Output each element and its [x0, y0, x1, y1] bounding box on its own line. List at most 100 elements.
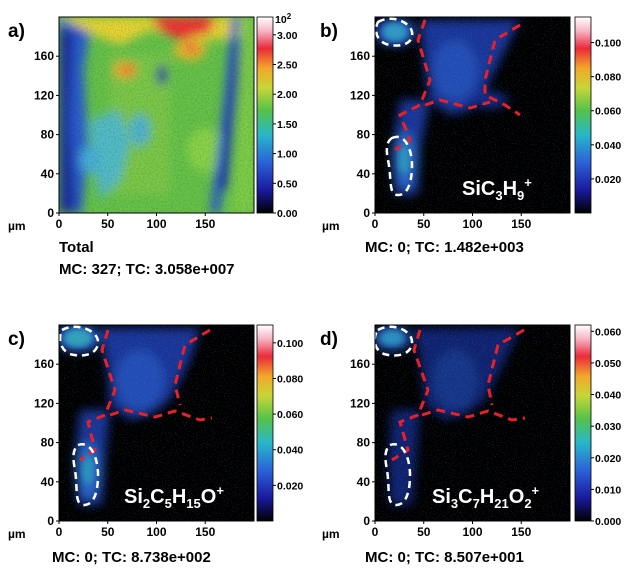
x-tick-label: 150: [195, 525, 215, 539]
formula-part: C: [458, 486, 472, 508]
x-tick-label: 50: [101, 525, 115, 539]
y-tick-label: 40: [357, 475, 371, 489]
caption-c-line-1: MC: 0; TC: 8.738e+002: [52, 549, 211, 566]
y-tick-label: 160: [350, 357, 370, 371]
colorbar-a-exponent-power: 2: [287, 12, 292, 21]
caption-a-line-2: MC: 327; TC: 3.058e+007: [59, 261, 235, 278]
panel-label-a: a): [8, 21, 25, 42]
colorbar-tick-label: 0.020: [595, 174, 621, 186]
colorbar-tick-label: 0.060: [277, 409, 303, 421]
formula-part: SiC: [462, 178, 495, 200]
colorbar-tick-label: 0.020: [595, 453, 621, 465]
axis-unit-c: µm: [8, 527, 26, 541]
y-tick-label: 160: [34, 49, 54, 63]
colorbar-a-ticks: 0.00 0.50 1.00 1.50 2.00 2.50 3.00: [273, 30, 298, 220]
colorbar-tick-label: 2.00: [277, 89, 298, 101]
x-tick-label: 100: [462, 525, 482, 539]
colorbar-b: [574, 16, 592, 214]
axis-unit-b: µm: [322, 219, 340, 233]
panel-d-image: Si3C7H21O2+: [375, 325, 570, 521]
formula-part: Si: [432, 486, 451, 508]
colorbar-tick-label: 0.040: [595, 390, 621, 402]
colorbar-tick-label: 0.040: [595, 140, 621, 152]
colorbar-d: [574, 324, 592, 522]
species-label-d: Si3C7H21O2+: [432, 483, 540, 511]
x-tick-label: 50: [417, 217, 431, 231]
y-tick-label: 80: [357, 128, 371, 142]
colorbar-d-ticks: 0.000 0.010 0.020 0.030 0.040 0.050 0.060: [591, 326, 621, 528]
panel-label-b: b): [320, 21, 338, 42]
x-tick-label: 150: [511, 525, 531, 539]
formula-part: H: [503, 178, 517, 200]
x-tick-label: 0: [372, 525, 379, 539]
x-tick-label: 100: [146, 525, 166, 539]
formula-part: 15: [186, 496, 200, 511]
panel-b-image: SiC3H9+: [375, 17, 570, 213]
formula-part: 21: [494, 496, 508, 511]
formula-part: 5: [165, 496, 172, 511]
formula-part: 2: [524, 496, 531, 511]
colorbar-tick-label: 2.50: [277, 60, 298, 72]
formula-part: +: [532, 483, 540, 498]
y-tick-label: 0: [47, 514, 54, 528]
colorbar-tick-label: 0.010: [595, 484, 621, 496]
y-axis-ticks-a: 0 40 80 120 160: [34, 49, 59, 220]
colorbar-tick-label: 0.050: [595, 358, 621, 370]
panel-d: d) Si3C7H21O2+ 0.000 0.010 0.020 0.030 0.040…: [320, 324, 621, 566]
x-tick-label: 0: [372, 217, 379, 231]
colorbar-tick-label: 0.000: [595, 516, 621, 528]
colorbar-tick-label: 0.040: [277, 445, 303, 457]
x-tick-label: 150: [511, 217, 531, 231]
y-tick-label: 0: [363, 514, 370, 528]
colorbar-a: [256, 16, 274, 214]
formula-part: 9: [517, 188, 524, 203]
colorbar-tick-label: 0.00: [277, 208, 298, 220]
panel-label-c: c): [8, 329, 25, 350]
y-tick-label: 40: [41, 167, 55, 181]
panel-c-image: Si2C5H15O+: [59, 325, 254, 521]
formula-part: O: [201, 486, 217, 508]
panel-label-d: d): [320, 329, 338, 350]
colorbar-tick-label: 0.080: [277, 373, 303, 385]
y-tick-label: 40: [41, 475, 55, 489]
x-tick-label: 50: [417, 525, 431, 539]
formula-part: 3: [495, 188, 502, 203]
x-axis-ticks-c: 0 50 100 150: [56, 521, 216, 539]
y-axis-ticks-b: 0 40 80 120 160: [350, 49, 375, 220]
panel-c: c) Si2C5H15O+ 0.0200.0400.0600.0800.100 …: [8, 324, 303, 566]
y-tick-label: 80: [357, 436, 371, 450]
colorbar-tick-label: 0.100: [277, 338, 303, 350]
formula-part: H: [172, 486, 186, 508]
y-tick-label: 0: [47, 206, 54, 220]
axis-unit-a: µm: [8, 219, 26, 233]
y-tick-label: 120: [350, 88, 370, 102]
y-tick-label: 120: [34, 88, 54, 102]
panel-a: a): [8, 12, 298, 278]
svg-text:102: 102: [275, 12, 292, 26]
formula-part: C: [150, 486, 164, 508]
x-axis-ticks-a: 0 50 100 150: [56, 213, 216, 231]
formula-part: H: [480, 486, 494, 508]
y-tick-label: 160: [350, 49, 370, 63]
colorbar-c-ticks: 0.020 0.040 0.060 0.080 0.100: [273, 338, 303, 492]
y-tick-label: 80: [41, 436, 55, 450]
caption-a-line-1: Total: [59, 239, 94, 256]
x-tick-label: 100: [146, 217, 166, 231]
y-tick-label: 120: [350, 396, 370, 410]
colorbar-tick-label: 3.00: [277, 30, 298, 42]
x-tick-label: 0: [56, 525, 63, 539]
colorbar-tick-label: 0.020: [277, 480, 303, 492]
formula-part: O: [509, 486, 525, 508]
colorbar-tick-label: 0.030: [595, 421, 621, 433]
y-axis-ticks-d: 0 40 80 120 160: [350, 357, 375, 528]
colorbar-a-exponent: 10: [275, 14, 287, 26]
formula-part: +: [216, 483, 224, 498]
x-tick-label: 50: [101, 217, 115, 231]
formula-part: Si: [124, 486, 143, 508]
colorbar-tick-label: 0.060: [595, 106, 621, 118]
colorbar-tick-label: 0.100: [595, 38, 621, 50]
colorbar-b-ticks: 0.020 0.040 0.060 0.080 0.100: [591, 38, 621, 186]
y-tick-label: 40: [357, 167, 371, 181]
y-tick-label: 160: [34, 357, 54, 371]
x-axis-ticks-d: 0 50 100 150: [372, 521, 532, 539]
